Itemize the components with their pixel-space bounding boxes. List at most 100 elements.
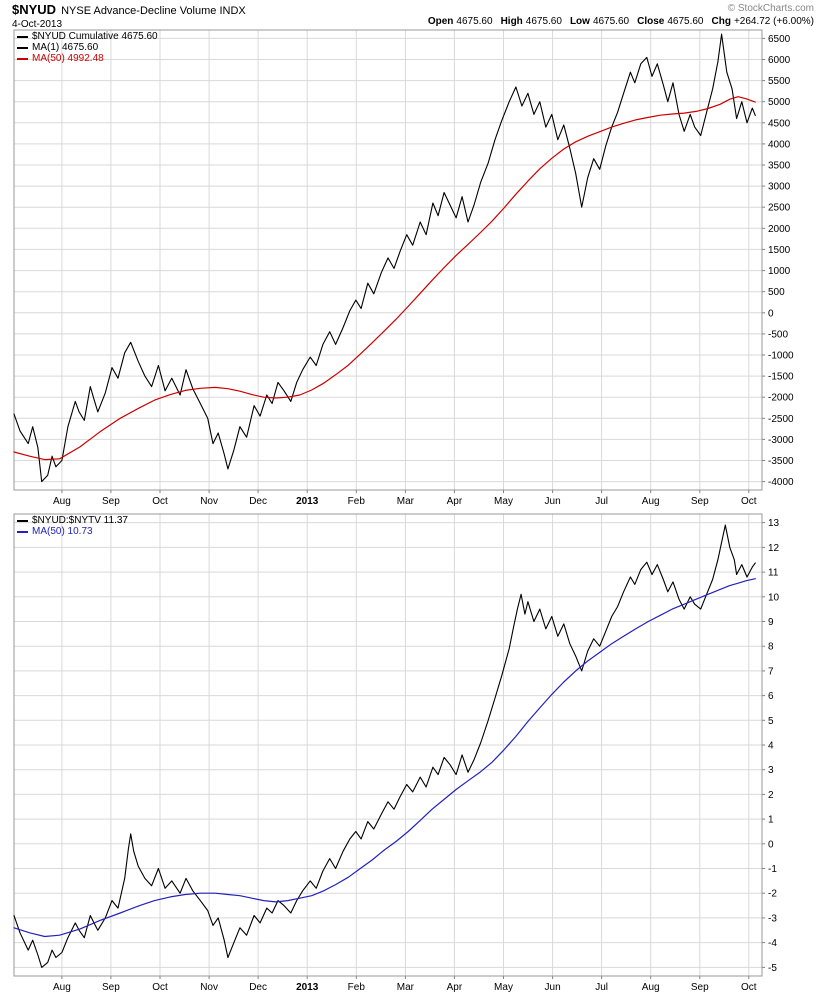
y-tick-label: -2 xyxy=(768,889,777,900)
x-tick-label: Sep xyxy=(102,982,120,993)
legend-label: MA(50) 10.73 xyxy=(32,526,93,537)
series-line-ma-50 xyxy=(13,96,756,461)
plot-border xyxy=(13,29,763,491)
y-tick-label: 3500 xyxy=(768,161,791,172)
open-label: Open xyxy=(427,16,454,27)
y-tick-label: 4500 xyxy=(768,118,791,129)
y-tick-label: 1000 xyxy=(768,266,791,277)
y-tick-label: -500 xyxy=(768,329,788,340)
y-tick-label: -3000 xyxy=(768,435,794,446)
x-tick-label: Oct xyxy=(152,982,168,993)
y-tick-label: 6000 xyxy=(768,55,791,66)
legend-label: $NYUD Cumulative 4675.60 xyxy=(32,31,158,42)
y-tick-label: 5 xyxy=(768,716,774,727)
y-tick-label: -1500 xyxy=(768,372,794,383)
y-tick-label: 7 xyxy=(768,666,774,677)
y-tick-label: -4000 xyxy=(768,477,794,488)
y-tick-label: 12 xyxy=(768,543,780,554)
cumulative-legend: $NYUD Cumulative 4675.60 MA(1) 4675.60 MA(… xyxy=(17,31,158,64)
x-tick-label: Jul xyxy=(595,982,608,993)
x-tick-label: Aug xyxy=(642,982,660,993)
x-tick-label: Sep xyxy=(691,982,709,993)
header-left: $NYUD NYSE Advance-Decline Volume INDX 4-… xyxy=(12,3,246,31)
y-tick-label: -2500 xyxy=(768,414,794,425)
symbol: $NYUD xyxy=(12,2,57,17)
legend-swatch xyxy=(17,57,28,60)
copyright: © StockCharts.com xyxy=(727,3,814,14)
cumulative-chart-svg: 6500600055005000450040003500300025002000… xyxy=(13,29,794,507)
legend-swatch xyxy=(17,519,28,522)
x-tick-label: Nov xyxy=(200,982,218,993)
x-tick-label: Nov xyxy=(200,496,218,507)
y-tick-label: 0 xyxy=(768,308,774,319)
x-tick-label: 2013 xyxy=(296,982,319,993)
y-tick-label: -2000 xyxy=(768,393,794,404)
y-tick-label: 1 xyxy=(768,815,774,826)
y-tick-label: 6500 xyxy=(768,34,791,45)
close-value: 4675.60 xyxy=(667,16,704,27)
y-tick-label: 10 xyxy=(768,592,780,603)
y-tick-label: -1 xyxy=(768,864,777,875)
x-tick-label: May xyxy=(494,496,513,507)
y-tick-label: -1000 xyxy=(768,351,794,362)
legend-swatch xyxy=(17,35,28,38)
y-tick-label: -3500 xyxy=(768,456,794,467)
y-tick-label: 500 xyxy=(768,287,785,298)
x-tick-label: Aug xyxy=(642,496,660,507)
y-tick-label: 13 xyxy=(768,518,780,529)
series-line-nyud-nytv-ratio xyxy=(13,524,756,968)
x-tick-label: Jun xyxy=(545,982,561,993)
legend-label: $NYUD:$NYTV 11.37 xyxy=(32,515,128,526)
high-label: High xyxy=(500,16,523,27)
x-tick-label: Oct xyxy=(741,496,757,507)
chg-value: +264.72 (+6.00%) xyxy=(733,16,814,27)
plot-border xyxy=(13,513,763,977)
y-tick-label: 4000 xyxy=(768,139,791,150)
chart-header: $NYUD NYSE Advance-Decline Volume INDX 4-… xyxy=(0,0,820,31)
x-tick-label: Jul xyxy=(595,496,608,507)
legend-entry: $NYUD:$NYTV 11.37 xyxy=(17,515,128,526)
legend-swatch xyxy=(17,46,28,49)
y-tick-label: 5500 xyxy=(768,76,791,87)
x-tick-label: Dec xyxy=(249,496,267,507)
y-tick-label: 6 xyxy=(768,691,774,702)
legend-entry: MA(50) 10.73 xyxy=(17,526,128,537)
legend-label: MA(50) 4992.48 xyxy=(32,53,104,64)
y-tick-label: 9 xyxy=(768,617,774,628)
x-tick-label: Sep xyxy=(102,496,120,507)
y-tick-label: 4 xyxy=(768,741,774,752)
x-tick-label: Dec xyxy=(249,982,267,993)
series-line-nyud-cumulative-ma-1 xyxy=(13,33,756,483)
legend-label: MA(1) 4675.60 xyxy=(32,42,99,53)
x-tick-label: Sep xyxy=(691,496,709,507)
x-tick-label: May xyxy=(494,982,513,993)
y-tick-label: 3000 xyxy=(768,182,791,193)
y-tick-label: 11 xyxy=(768,568,779,579)
open-value: 4675.60 xyxy=(456,16,493,27)
y-tick-label: 0 xyxy=(768,839,774,850)
y-tick-label: 3 xyxy=(768,765,774,776)
chart-date: 4-Oct-2013 xyxy=(12,19,63,30)
page-title: $NYUD NYSE Advance-Decline Volume INDX xyxy=(12,3,246,18)
low-value: 4675.60 xyxy=(592,16,630,27)
y-tick-label: -4 xyxy=(768,938,777,949)
x-tick-label: 2013 xyxy=(296,496,319,507)
y-tick-label: -5 xyxy=(768,963,777,974)
y-tick-label: -3 xyxy=(768,913,777,924)
legend-entry: MA(1) 4675.60 xyxy=(17,42,158,53)
y-tick-label: 2 xyxy=(768,790,774,801)
x-tick-label: Apr xyxy=(447,982,463,993)
y-tick-label: 2000 xyxy=(768,224,791,235)
y-tick-label: 2500 xyxy=(768,203,791,214)
legend-swatch xyxy=(17,530,28,533)
index-name: NYSE Advance-Decline Volume INDX xyxy=(61,5,246,17)
x-tick-label: Mar xyxy=(397,496,415,507)
low-label: Low xyxy=(569,16,590,27)
legend-entry: $NYUD Cumulative 4675.60 xyxy=(17,31,158,42)
y-tick-label: 5000 xyxy=(768,97,791,108)
y-tick-label: 1500 xyxy=(768,245,791,256)
x-tick-label: Feb xyxy=(348,496,366,507)
ohlc-row: Open 4675.60 High 4675.60 Low 4675.60 Close 467… xyxy=(420,16,814,28)
